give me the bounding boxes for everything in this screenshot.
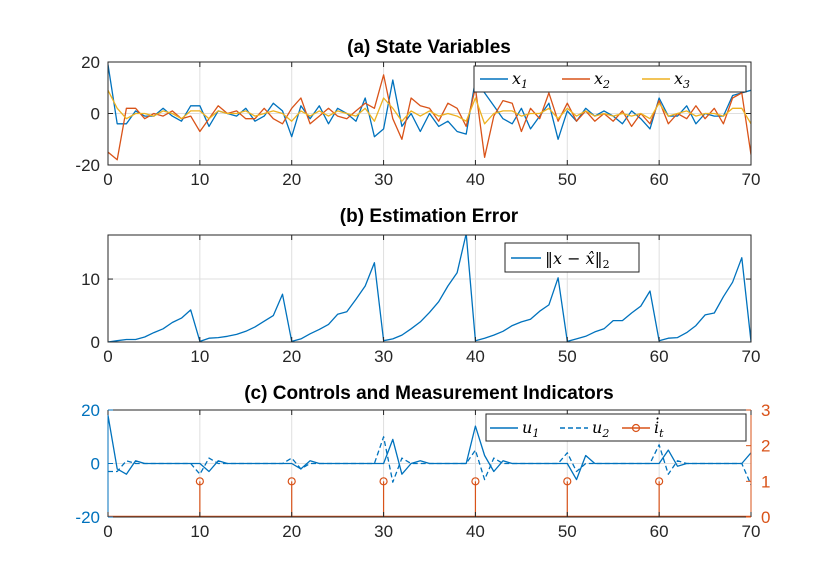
- x-tick-label-b-10: 10: [190, 347, 209, 366]
- axes-frame-b: [107, 234, 752, 343]
- ticks-b: 0 10 20 30 40 50 60 70 0 10: [81, 235, 760, 366]
- x-tick-label-c-70: 70: [742, 522, 761, 541]
- legend-c[interactable]: u1 u2 it ·: [485, 409, 747, 442]
- y-tick-label-a-20: 20: [81, 53, 100, 72]
- series-line-x3: [108, 90, 751, 125]
- x-tick-label-c-50: 50: [558, 522, 577, 541]
- stem-marker-it-20: [287, 477, 296, 486]
- y-tick-label-c-20: 20: [81, 401, 100, 420]
- x-tick-label-a-0: 0: [103, 170, 112, 189]
- y-tick-label-a-0: 0: [91, 105, 100, 124]
- x-tick-label-b-0: 0: [103, 347, 112, 366]
- y-tick-label-c-0: 0: [91, 455, 100, 474]
- y-tick-label-a--20: -20: [75, 156, 100, 175]
- legend-label-err: ‖x − x̂‖2: [545, 249, 610, 271]
- stem-marker-it-30: [379, 477, 388, 486]
- chart-title-c: (c) Controls and Measurement Indicators: [244, 383, 614, 404]
- x-tick-label-c-40: 40: [466, 522, 485, 541]
- x-tick-label-a-60: 60: [650, 170, 669, 189]
- legend-dot-it: ·: [655, 409, 660, 428]
- legend-label-it: it: [654, 418, 664, 440]
- series-b: [108, 235, 751, 342]
- series-line-err: [108, 235, 751, 342]
- legend-b[interactable]: ‖x − x̂‖2: [504, 242, 640, 273]
- y-tick-label-b-0: 0: [91, 333, 100, 352]
- x-tick-label-b-40: 40: [466, 347, 485, 366]
- series-a: [108, 64, 751, 161]
- series-line-u2: [108, 436, 751, 486]
- x-tick-label-b-50: 50: [558, 347, 577, 366]
- legend-marker-it: [631, 423, 641, 433]
- stem-marker-it-60: [655, 477, 664, 486]
- x-tick-label-c-60: 60: [650, 522, 669, 541]
- chart-title-b: (b) Estimation Error: [340, 206, 519, 227]
- stem-marker-it-40: [471, 477, 480, 486]
- x-tick-label-c-0: 0: [103, 522, 112, 541]
- x-tick-label-b-60: 60: [650, 347, 669, 366]
- legend-box-c: [485, 413, 747, 442]
- x-tick-label-b-30: 30: [374, 347, 393, 366]
- plot-area-b: [108, 235, 751, 342]
- y-right-tick-label-c-1: 1: [761, 472, 770, 491]
- x-tick-label-b-20: 20: [282, 347, 301, 366]
- x-tick-label-a-10: 10: [190, 170, 209, 189]
- legend-a[interactable]: x1 x2 x3: [473, 65, 747, 93]
- x-tick-label-c-20: 20: [282, 522, 301, 541]
- x-tick-label-a-40: 40: [466, 170, 485, 189]
- x-tick-label-c-30: 30: [374, 522, 393, 541]
- series-line-x2: [108, 74, 751, 161]
- stem-marker-it-10: [195, 477, 204, 486]
- x-tick-label-b-70: 70: [742, 347, 761, 366]
- x-tick-label-a-70: 70: [742, 170, 761, 189]
- chart-title-a: (a) State Variables: [347, 37, 511, 58]
- y-right-tick-label-c-2: 2: [761, 437, 770, 456]
- y-right-tick-label-c-0: 0: [761, 508, 770, 527]
- y-tick-label-b-10: 10: [81, 270, 100, 289]
- legend-box-a: [473, 65, 747, 93]
- x-tick-label-a-20: 20: [282, 170, 301, 189]
- x-tick-label-c-10: 10: [190, 522, 209, 541]
- x-tick-label-a-50: 50: [558, 170, 577, 189]
- y-tick-label-c--20: -20: [75, 508, 100, 527]
- x-tick-label-a-30: 30: [374, 170, 393, 189]
- series-line-x1: [108, 64, 751, 140]
- stem-marker-it-50: [563, 477, 572, 486]
- y-right-tick-label-c-3: 3: [761, 401, 770, 420]
